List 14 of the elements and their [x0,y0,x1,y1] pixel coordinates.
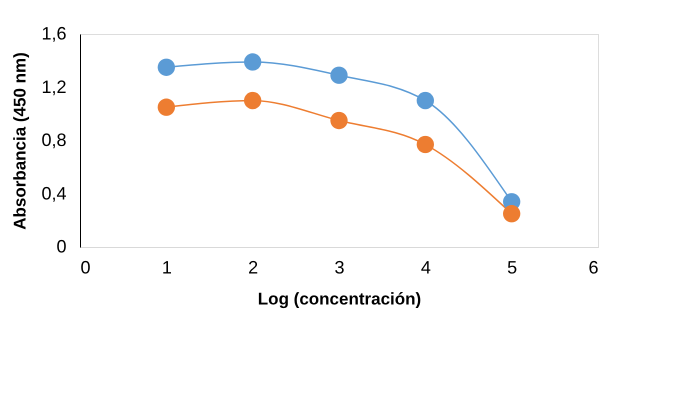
x-tick-label: 5 [507,258,518,278]
x-tick-label: 1 [162,258,172,278]
y-tick-label: 0,4 [41,183,66,204]
x-tick-label: 0 [80,258,91,278]
y-tick-label: 1,2 [41,76,66,97]
x-tick-label: 3 [334,258,345,278]
y-tick-label: 1,6 [41,24,66,44]
x-tick-label: 2 [248,258,258,278]
y-axis-title: Absorbancia (450 nm) [10,52,30,230]
y-tick-label: 0,8 [41,130,66,150]
x-tick-label: 6 [588,258,598,278]
x-axis-title: Log (concentración) [258,290,422,308]
y-tick-label: 0 [56,236,66,256]
x-tick-label: 4 [420,258,431,278]
